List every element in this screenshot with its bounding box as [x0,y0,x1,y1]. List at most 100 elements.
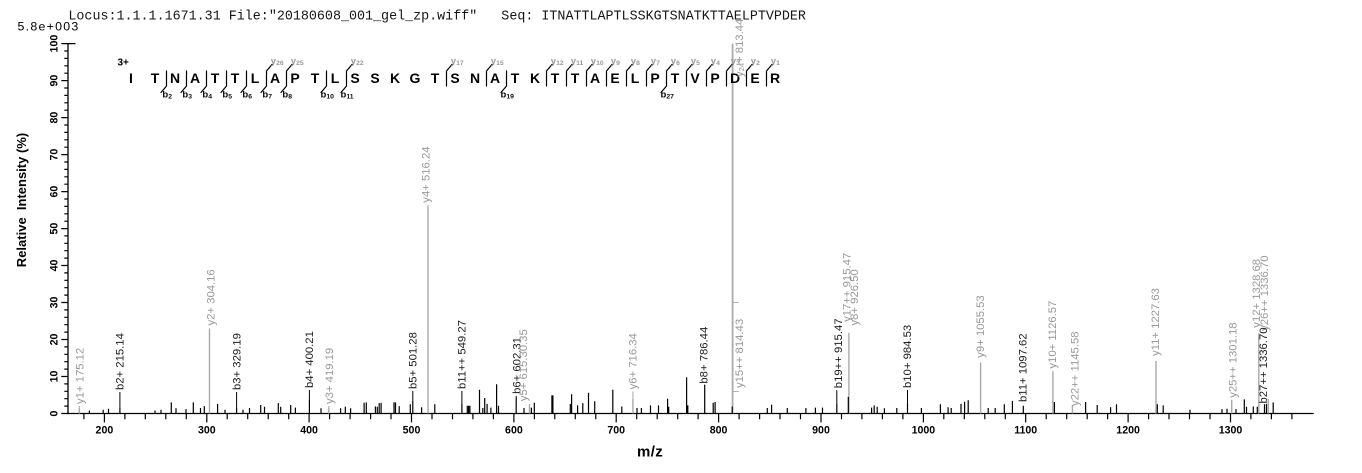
svg-text:20: 20 [49,334,61,346]
svg-text:y10: y10 [591,56,604,67]
svg-text:b11++ 549.27: b11++ 549.27 [456,320,468,389]
svg-text:y6: y6 [671,56,680,67]
svg-text:b5+ 501.28: b5+ 501.28 [407,332,419,389]
svg-text:y12+ 1328.68: y12+ 1328.68 [1251,259,1263,328]
svg-text:y7: y7 [651,56,660,67]
svg-text:300: 300 [198,425,216,437]
svg-text:60: 60 [49,186,61,198]
svg-text:T: T [311,70,320,86]
svg-text:A: A [590,70,600,86]
svg-text:T: T [231,70,240,86]
svg-text:70: 70 [49,149,61,161]
svg-text:y24+ 813.44: y24+ 813.44 [734,19,746,77]
svg-text:500: 500 [403,425,421,437]
svg-text:V: V [690,70,700,86]
svg-text:y2+ 304.16: y2+ 304.16 [205,269,217,325]
svg-text:y25++ 1301.18: y25++ 1301.18 [1227,322,1239,397]
svg-text:Locus:1.1.1.1671.31 File:"2018: Locus:1.1.1.1671.31 File:"20180608_001_g… [68,10,806,25]
svg-text:S: S [370,70,379,86]
svg-text:b8: b8 [282,90,292,101]
svg-text:A: A [270,70,280,86]
svg-text:80: 80 [49,112,61,124]
svg-text:b11: b11 [341,90,354,101]
svg-text:A: A [190,70,200,86]
svg-text:Relative Intensity (%): Relative Intensity (%) [14,133,29,267]
svg-text:y22++ 1145.58: y22++ 1145.58 [1070,331,1082,406]
svg-text:b4: b4 [202,90,212,101]
svg-text:y3: y3 [731,56,740,67]
svg-text:y1+ 175.12: y1+ 175.12 [74,348,86,404]
svg-text:N: N [470,70,480,86]
svg-text:200: 200 [96,425,114,437]
svg-text:G: G [410,70,421,86]
svg-text:y12: y12 [551,56,564,67]
svg-text:T: T [571,70,580,86]
svg-text:D: D [730,70,740,86]
svg-text:1200: 1200 [1116,425,1140,437]
svg-text:b19: b19 [501,90,515,101]
svg-text:y2: y2 [751,56,760,67]
svg-text:b10: b10 [321,90,335,101]
svg-text:1000: 1000 [912,425,936,437]
svg-text:R: R [770,70,780,86]
svg-text:b10+ 984.53: b10+ 984.53 [902,325,914,388]
svg-text:y4+ 516.24: y4+ 516.24 [420,146,432,202]
svg-text:50: 50 [49,223,61,235]
svg-text:y4: y4 [711,56,720,67]
svg-text:y17: y17 [451,56,464,67]
svg-text:T: T [511,70,520,86]
svg-text:5.8e+003: 5.8e+003 [18,19,80,33]
svg-text:b11+ 1097.62: b11+ 1097.62 [1018,333,1030,402]
svg-text:10: 10 [49,371,61,383]
svg-text:K: K [390,70,400,86]
svg-text:E: E [610,70,619,86]
svg-text:y1: y1 [771,56,780,67]
svg-text:0: 0 [49,410,61,416]
svg-text:T: T [671,70,680,86]
svg-text:L: L [251,70,260,86]
svg-text:P: P [710,70,719,86]
svg-text:E: E [750,70,759,86]
svg-text:3+: 3+ [118,58,130,69]
svg-text:90: 90 [49,75,61,87]
svg-text:y11: y11 [571,56,584,67]
svg-text:b7: b7 [262,90,272,101]
svg-text:b5: b5 [222,90,232,101]
svg-text:b2+ 215.14: b2+ 215.14 [115,333,127,390]
svg-text:y26: y26 [271,56,284,67]
svg-text:S: S [450,70,459,86]
svg-text:y8+ 926.50: y8+ 926.50 [849,269,861,325]
svg-text:100: 100 [49,35,61,53]
svg-text:b27: b27 [661,90,675,101]
svg-text:A: A [490,70,500,86]
svg-text:y17++ 915.47: y17++ 915.47 [841,253,853,322]
svg-text:40: 40 [49,260,61,272]
svg-text:30: 30 [49,297,61,309]
svg-text:K: K [530,70,540,86]
svg-text:y10+ 1126.57: y10+ 1126.57 [1047,301,1059,369]
svg-text:y5+ 615.30.35: y5+ 615.30.35 [518,329,530,401]
svg-text:700: 700 [607,425,625,437]
svg-text:y5: y5 [691,56,700,67]
svg-text:b27++ 1336.70: b27++ 1336.70 [1258,327,1270,403]
svg-text:P: P [290,70,299,86]
svg-text:800: 800 [710,425,728,437]
svg-text:b6: b6 [242,90,252,101]
svg-text:b2: b2 [162,90,172,101]
svg-text:b19++ 915.47: b19++ 915.47 [833,318,845,388]
svg-text:S: S [350,70,359,86]
svg-text:T: T [211,70,220,86]
svg-text:900: 900 [812,425,830,437]
svg-text:1300: 1300 [1219,425,1243,437]
svg-text:I: I [129,70,133,86]
svg-text:b4+ 400.21: b4+ 400.21 [304,331,316,388]
svg-text:1100: 1100 [1014,425,1037,437]
svg-text:P: P [650,70,659,86]
svg-text:b3: b3 [182,90,192,101]
svg-text:b8+ 786.44: b8+ 786.44 [699,327,711,384]
svg-text:y9+ 1055.53: y9+ 1055.53 [975,295,987,358]
svg-text:T: T [151,70,160,86]
svg-text:y25: y25 [291,56,304,67]
svg-text:y3+ 419.19: y3+ 419.19 [324,348,336,404]
svg-text:b6+ 602.31: b6+ 602.31 [512,337,524,394]
